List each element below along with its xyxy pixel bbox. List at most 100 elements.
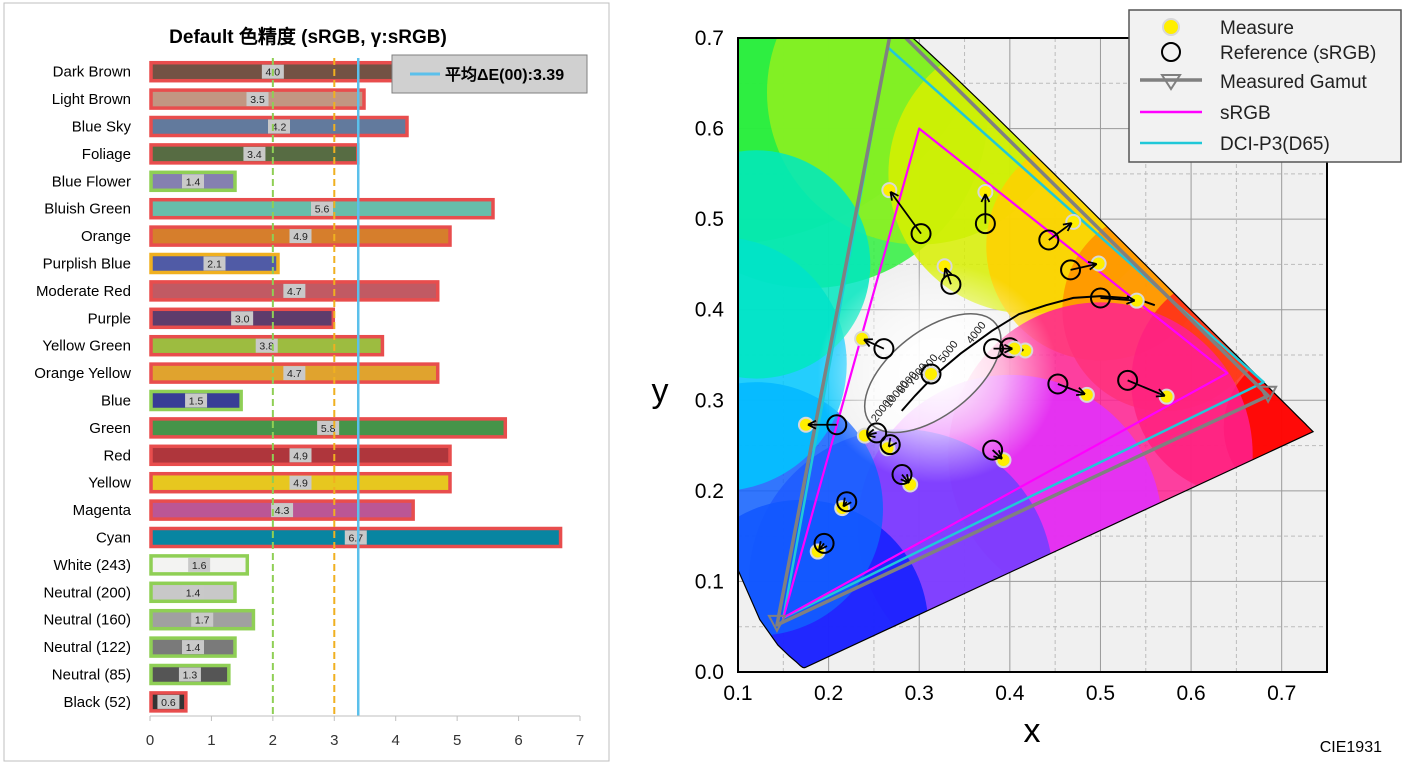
cie-x-tick-label: 0.5 [1086,682,1115,705]
category-label: Neutral (200) [43,584,131,601]
cie-plot-frame [737,37,1328,673]
reference-marker [866,422,888,444]
cie-x-tick-label: 0.2 [814,682,843,705]
value-label-background [311,201,333,216]
shift-arrow-head [1062,222,1073,232]
reference-marker [1117,369,1139,391]
cie-y-tick-label: 0.1 [695,570,724,593]
cie-x-tick-label: 0.4 [995,682,1025,705]
measured-gamut-vertex-marker [1258,385,1278,404]
value-label: 6.7 [348,533,363,545]
value-label-background [283,366,306,381]
shift-arrow-head [1087,260,1098,271]
shift-arrow-head [1126,295,1136,305]
value-label: 5.6 [315,204,330,216]
bar-x-tick-label: 1 [207,732,215,749]
measured-gamut-triangle [775,38,1270,627]
reference-marker [836,491,858,513]
category-label: Orange [81,228,131,245]
cie-y-tick-label: 0.2 [695,480,724,503]
bar-legend-label: 平均ΔE(00):3.39 [445,65,564,84]
cie-legend: Measure Reference (sRGB) Measured Gamut … [1128,9,1402,163]
reference-marker [813,532,835,554]
measure-marker [923,366,940,383]
bar-chart-title: Default 色精度 (sRGB, γ:sRGB) [169,25,447,48]
shift-arrow-line [992,449,1003,460]
reference-marker [920,363,942,385]
value-label-background [289,475,312,490]
category-label: Moderate Red [36,283,131,300]
category-label: Yellow Green [42,338,131,355]
shift-arrow-head [993,450,1003,460]
srgb-gamut-triangle [782,127,1229,619]
shift-arrow-head [1076,386,1086,396]
category-label: Magenta [73,502,132,519]
category-label: Green [89,420,131,437]
value-label-background [231,311,254,326]
shift-arrow-line [1070,263,1097,271]
shift-arrow-head [842,497,852,508]
cie-y-tick-label: 0.4 [695,299,725,322]
value-label-background [178,667,201,682]
value-label-background [289,229,312,244]
shift-arrow-head [1003,343,1013,354]
value-label-background [191,612,214,627]
legend-measured-gamut-triangle-icon [1160,74,1182,91]
category-label: Bluish Green [44,201,131,218]
category-label: Blue [101,393,131,410]
value-label-background [243,146,266,161]
category-label: Cyan [96,530,131,547]
value-label-background [203,256,226,271]
locus-color-region [738,382,883,636]
bar-legend: 平均ΔE(00):3.39 [391,54,588,94]
legend-label-reference: Reference (sRGB) [1220,43,1376,64]
legend-label-srgb: sRGB [1220,103,1271,124]
value-label: 4.7 [287,286,302,298]
cie-chart-name: CIE1931 [1320,739,1382,756]
value-label-background [283,283,306,298]
value-label-background [182,174,204,189]
reference-marker [1038,229,1060,251]
category-label: Light Brown [52,91,131,108]
cie-y-tick-label: 0.6 [695,118,724,141]
bar-x-tick-label: 6 [514,732,522,749]
category-label: Blue Flower [52,173,131,190]
reference-marker [1047,373,1069,395]
value-label-background [185,393,208,408]
cie-y-tick-label: 0.3 [695,389,724,412]
shift-arrow-head [889,190,899,201]
value-label: 4.3 [275,505,290,517]
shift-arrow-head [943,267,953,278]
value-label: 1.4 [186,176,201,188]
shift-arrow-head [866,428,876,439]
legend-measure-marker [1162,18,1180,36]
value-label-background [182,640,204,655]
category-label: Purplish Blue [43,256,131,273]
category-label: Neutral (122) [43,639,131,656]
reference-marker [1060,259,1082,281]
value-label: 1.4 [186,587,201,599]
bar-x-tick-label: 5 [453,732,461,749]
cie-y-tick-label: 0.0 [695,661,724,684]
value-label-background [344,530,367,545]
cie-x-axis-title: x [1024,712,1041,750]
category-label: Purple [88,310,131,327]
shift-arrow-line [944,267,952,285]
value-label: 4.9 [293,478,308,490]
value-label: 3.0 [235,313,250,325]
measure-marker [1065,213,1082,230]
value-label-background [157,694,180,709]
bar-x-tick-label: 4 [392,732,400,749]
spectral-locus-outline [738,38,1315,669]
value-label-background [188,557,211,572]
cie-x-tick-label: 0.3 [905,682,934,705]
bar-x-tick-label: 2 [269,732,277,749]
shift-arrow-line [889,191,922,235]
value-label: 1.7 [195,615,210,627]
bar-x-tick-label: 7 [576,732,584,749]
value-label: 1.4 [186,642,201,654]
shift-arrow-line [1048,222,1073,241]
value-label: 3.5 [250,94,265,106]
reference-marker [982,439,1004,461]
